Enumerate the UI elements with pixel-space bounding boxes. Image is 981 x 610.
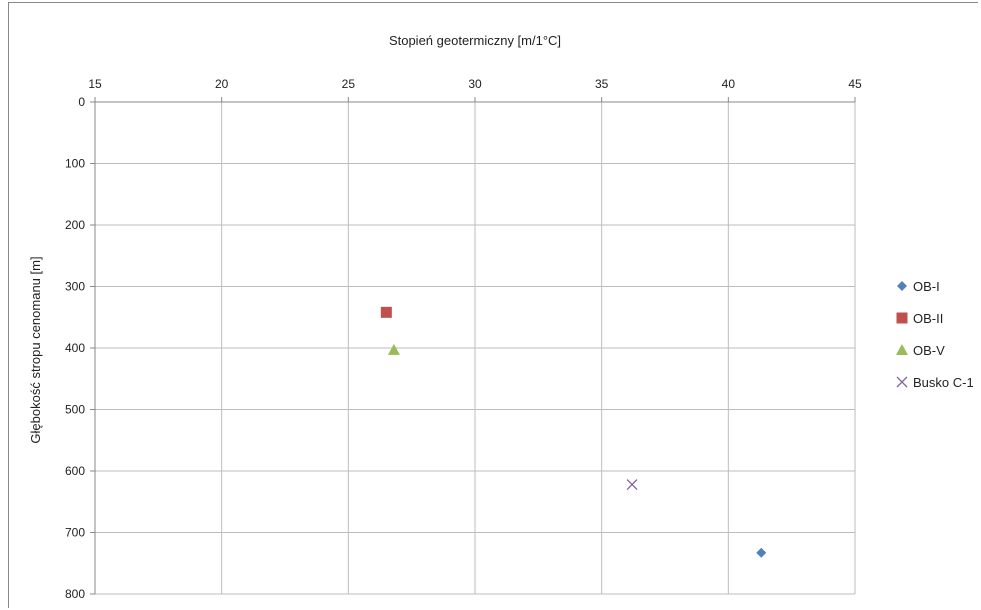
- data-point-ob-v: [387, 343, 400, 355]
- y-tick-label: 700: [65, 526, 85, 540]
- x-tick-label: 35: [595, 77, 609, 91]
- legend-marker: [897, 281, 907, 291]
- legend-marker-shape: [896, 344, 908, 355]
- x-tick-label: 20: [215, 77, 229, 91]
- y-tick-labels: 0 100 200 300 400 500 600 700 800: [65, 95, 85, 601]
- legend-label: OB-II: [913, 310, 944, 326]
- legend-marker: [896, 376, 908, 388]
- x-tick-label: 25: [342, 77, 356, 91]
- legend-marker: [896, 344, 908, 355]
- legend-marker-shape: [896, 376, 908, 388]
- legend-item: Busko C-1: [895, 366, 974, 398]
- legend-marker-shape: [897, 281, 907, 291]
- x-tick-labels: 15 20 25 30 35 40 45: [88, 77, 862, 91]
- y-axis-label: Głębokość stropu cenomanu [m]: [28, 256, 43, 443]
- y-tick-label: 400: [65, 341, 85, 355]
- y-tick-label: 600: [65, 464, 85, 478]
- legend-marker: [896, 312, 908, 324]
- grid: [90, 97, 856, 595]
- legend-item: OB-I: [895, 270, 974, 302]
- data-point-ob-i: [756, 547, 767, 558]
- y-tick-label: 100: [65, 157, 85, 171]
- legend-marker-shape: [896, 312, 908, 324]
- chart-title: Stopień geotermiczny [m/1°C]: [389, 33, 561, 48]
- x-tick-label: 30: [468, 77, 482, 91]
- x-tick-label: 40: [722, 77, 736, 91]
- x-tick-label: 15: [88, 77, 102, 91]
- y-tick-label: 0: [78, 95, 85, 109]
- legend: OB-I OB-II OB-V Busko C-1: [895, 270, 974, 398]
- legend-label: OB-I: [913, 278, 940, 294]
- legend-item: OB-II: [895, 302, 974, 334]
- y-tick-label: 500: [65, 403, 85, 417]
- legend-label: Busko C-1: [913, 374, 974, 390]
- legend-label: OB-V: [913, 342, 945, 358]
- y-tick-label: 200: [65, 218, 85, 232]
- y-tick-label: 800: [65, 587, 85, 601]
- chart-frame: [8, 2, 978, 608]
- x-tick-label: 45: [848, 77, 862, 91]
- legend-item: OB-V: [895, 334, 974, 366]
- data-point-busko-c-1: [626, 479, 638, 490]
- y-tick-label: 300: [65, 280, 85, 294]
- data-point-ob-ii: [380, 306, 392, 318]
- data-points: [380, 306, 767, 558]
